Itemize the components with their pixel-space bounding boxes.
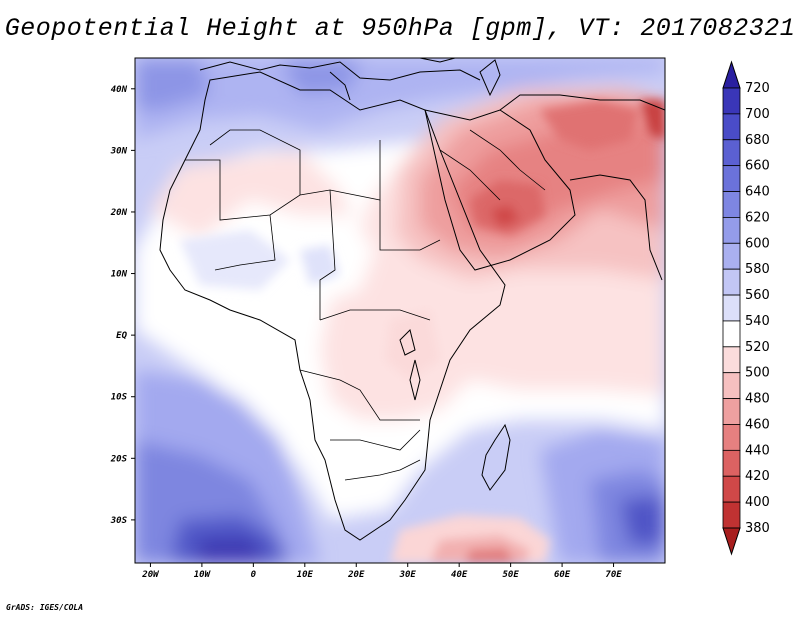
x-tick-label: 0 <box>251 570 257 580</box>
x-tick-label: 40E <box>451 570 468 580</box>
x-tick-label: 30E <box>399 570 417 580</box>
y-tick-label: 40N <box>111 85 128 95</box>
colorbar-swatch <box>722 242 741 270</box>
colorbar-label: 680 <box>745 133 770 148</box>
colorbar-label: 460 <box>745 417 770 432</box>
colorbar-bottom-arrow <box>722 527 741 556</box>
colorbar-swatch <box>722 346 741 374</box>
colorbar-swatch <box>722 372 741 399</box>
colorbar-swatch <box>722 268 741 296</box>
map-frame <box>134 57 666 564</box>
colorbar-swatch <box>722 294 741 322</box>
colorbar-swatch <box>722 501 741 529</box>
colorbar-label: 400 <box>745 495 770 510</box>
y-axis-ticks: 40N 30N 20N 10N EQ 10S 20S 30S <box>110 85 135 526</box>
colorbar-swatch <box>722 191 741 218</box>
colorbar-swatch <box>722 475 741 503</box>
colorbar-swatch <box>722 398 741 425</box>
colorbar-swatch <box>722 320 741 348</box>
x-tick-label: 20E <box>347 570 365 580</box>
x-tick-label: 60E <box>554 570 571 580</box>
colorbar-label: 560 <box>745 288 770 303</box>
colorbar-top-arrow <box>722 60 741 89</box>
y-tick-label: 30N <box>110 146 128 156</box>
x-tick-label: 50E <box>502 570 519 580</box>
colorbar-label: 420 <box>745 469 770 484</box>
x-tick-label: 20W <box>141 570 160 580</box>
colorbar-label: 440 <box>745 443 770 458</box>
grads-credit: GrADS: IGES/COLA <box>6 603 84 612</box>
y-tick-label: EQ <box>116 331 127 341</box>
height-field <box>135 58 665 563</box>
colorbar-label: 700 <box>745 107 770 122</box>
colorbar-label: 580 <box>745 262 770 277</box>
y-tick-label: 10S <box>111 393 128 403</box>
colorbar-label: 380 <box>745 521 770 536</box>
x-tick-label: 10E <box>297 570 314 580</box>
colorbar-label: 540 <box>745 314 770 329</box>
x-tick-label: 70E <box>605 570 622 580</box>
colorbar-swatch <box>722 449 741 477</box>
colorbar-label: 640 <box>745 185 770 200</box>
colorbar-label: 500 <box>745 366 770 381</box>
x-tick-label: 10W <box>194 570 212 580</box>
y-tick-label: 20S <box>110 454 128 464</box>
colorbar: 720 700 680 660 640 620 600 580 560 540 520 500 480 4… <box>722 60 770 556</box>
colorbar-label: 480 <box>745 392 770 407</box>
colorbar-label: 660 <box>745 159 770 174</box>
colorbar-swatch <box>722 139 741 167</box>
colorbar-swatch <box>722 87 741 115</box>
colorbar-swatch <box>722 113 741 141</box>
colorbar-label: 520 <box>745 340 770 355</box>
colorbar-swatch <box>722 165 741 192</box>
x-axis-ticks: 20W 10W 0 10E 20E 30E 40E 50E 60E 70E <box>141 563 622 580</box>
colorbar-label: 620 <box>745 210 770 225</box>
y-tick-label: 30S <box>110 516 128 526</box>
colorbar-swatch <box>722 424 741 451</box>
page-title: Geopotential Height at 950hPa [gpm], VT:… <box>4 14 796 43</box>
coastlines <box>159 58 665 541</box>
colorbar-label: 600 <box>745 236 770 251</box>
colorbar-swatch <box>722 217 741 244</box>
y-tick-label: 20N <box>110 208 128 218</box>
y-tick-label: 10N <box>111 270 128 280</box>
country-borders <box>185 129 546 481</box>
colorbar-label: 720 <box>745 81 770 96</box>
